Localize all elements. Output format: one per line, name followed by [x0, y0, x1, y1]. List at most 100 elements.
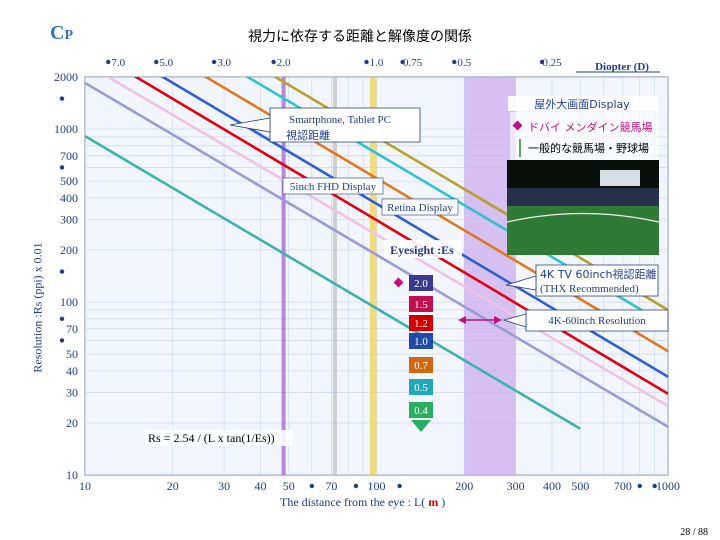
diopter-tick-label: 0.25: [542, 57, 562, 69]
eyesight-label-bg: [384, 240, 462, 258]
eyesight-badge-label: 0.5: [414, 382, 428, 394]
formula-label: Rs = 2.54 / (L x tan(1/Es)): [148, 431, 275, 445]
y-tick-label: 400: [60, 191, 78, 205]
eyesight-badge-label: 1.2: [414, 318, 428, 330]
stadium-label: 一般的な競馬場・野球場: [528, 141, 649, 155]
fhd-label-box: [282, 177, 384, 195]
y-tick-label: 100: [60, 295, 78, 309]
outdoor-display-label: 屋外大画面Display: [534, 97, 630, 111]
series-line-1-5: [105, 77, 668, 408]
eyesight-badge-label: 1.5: [414, 299, 428, 311]
diopter-dot: [539, 59, 545, 65]
logo: CP: [50, 22, 74, 44]
outdoor-label-bg: [508, 96, 658, 111]
y-axis-dot: [59, 96, 65, 101]
eyesight-badge-label: 1.0: [414, 336, 428, 348]
diopter-dot: [154, 59, 159, 65]
diopter-tick-label: 1.0: [370, 57, 384, 69]
dubai-marker: [512, 120, 523, 131]
tv4k-label: 4K TV 60inch視認距離: [540, 267, 657, 281]
res4k-arrowhead-right: [494, 316, 502, 324]
y-tick-label: 30: [66, 385, 78, 399]
x-axis-dot: [397, 483, 402, 489]
y-tick-label: 50: [66, 347, 78, 361]
x-axis-dot: [309, 483, 315, 489]
retina-label-box: [381, 198, 459, 216]
photo-screen: [600, 170, 640, 186]
diopter-label: Diopter (D): [595, 61, 649, 73]
diopter-tick-label: 0.75: [403, 57, 423, 69]
gray-line: [332, 77, 337, 475]
smartphone-callout-arrow: [229, 117, 271, 133]
y-axis-label: Resolution :Rs (ppi) x 0.01: [30, 242, 45, 373]
tv4k-callout-arrow: [505, 275, 537, 291]
tv4k-thx-label: (THX Recommended): [540, 283, 639, 295]
x-axis-dot: [637, 483, 642, 489]
eyesight-badge-label: 0.7: [414, 360, 428, 372]
res4k-arrowhead-left: [458, 316, 466, 324]
yellow-line: [370, 77, 377, 475]
x-tick-label: 500: [571, 479, 589, 493]
y-tick-label: 700: [60, 149, 78, 163]
y-tick-label: 2000: [54, 70, 78, 84]
x-tick-label: 200: [455, 479, 473, 493]
eyesight-badge-0-4: [409, 402, 433, 418]
res4k-label: 4K-60inch Resolution: [548, 315, 646, 327]
dubai-label: ドバイ メンダイン競馬場: [528, 120, 653, 134]
eyesight-badge-1-0: [409, 333, 433, 349]
y-axis-dot: [59, 165, 65, 170]
eyesight-badge-1-2: [409, 315, 433, 331]
x-tick-label: 1000: [656, 479, 680, 493]
x-tick-label: 700: [614, 479, 632, 493]
eyesight-badge-label: 2.0: [414, 278, 428, 290]
x-tick-label: 20: [167, 479, 179, 493]
diopter-tick-label: 0.5: [457, 57, 471, 69]
page-title: 視力に依存する距離と解像度の関係: [248, 29, 472, 45]
res4k-callout-arrow: [502, 313, 527, 328]
eyesight-badge-label: 0.4: [414, 405, 428, 417]
stadium-photo: [506, 160, 660, 255]
y-tick-label: 300: [60, 213, 78, 227]
eyesight-badge-0-7: [409, 357, 433, 373]
y-tick-label: 70: [66, 322, 78, 336]
diopter-dot: [106, 59, 111, 65]
smartphone-label: Smartphone, Tablet PC: [289, 114, 391, 126]
y-axis-dot: [59, 338, 65, 343]
diopter-tick-label: 5.0: [159, 57, 173, 69]
y-tick-label: 500: [60, 174, 78, 188]
diopter-dot: [452, 59, 457, 65]
diopter-dot: [400, 59, 405, 65]
photo-rail: [506, 212, 660, 223]
diopter-dot: [211, 59, 217, 65]
page-number: 28 / 88: [680, 527, 708, 538]
diopter-tick-label: 2.0: [277, 57, 291, 69]
x-tick-label: 70: [325, 479, 337, 493]
eyesight-badge-1-5: [409, 296, 433, 312]
x-tick-label: 300: [507, 479, 525, 493]
eyesight-badge-2-0: [409, 275, 433, 291]
eyesight-badge-0-5: [409, 379, 433, 395]
fhd-display-label: 5inch FHD Display: [290, 181, 377, 193]
x-axis-label: The distance from the eye : L( m ): [280, 495, 446, 509]
retina-display-label: Retina Display: [387, 202, 453, 214]
series-line-1-2: [133, 77, 668, 395]
y-tick-label: 10: [66, 468, 78, 482]
series-line-4-0: [85, 135, 581, 430]
x-tick-label: 50: [283, 479, 295, 493]
x-tick-label: 10: [79, 479, 91, 493]
series-line-2-0: [85, 81, 668, 428]
y-tick-label: 200: [60, 243, 78, 257]
x-axis-dot: [652, 483, 657, 489]
photo-stands: [507, 188, 659, 206]
violet-line: [281, 77, 286, 475]
x-tick-label: 40: [255, 479, 267, 493]
y-axis-dot: [59, 316, 65, 321]
diopter-dot: [271, 59, 276, 65]
x-tick-label: 30: [218, 479, 230, 493]
badge-diamond-marker: [393, 277, 404, 288]
eyesight-label: Eyesight :Es: [390, 243, 454, 257]
smartphone-distance-label: 視認距離: [286, 128, 330, 142]
diopter-dot: [364, 59, 369, 65]
y-tick-label: 1000: [54, 122, 78, 136]
